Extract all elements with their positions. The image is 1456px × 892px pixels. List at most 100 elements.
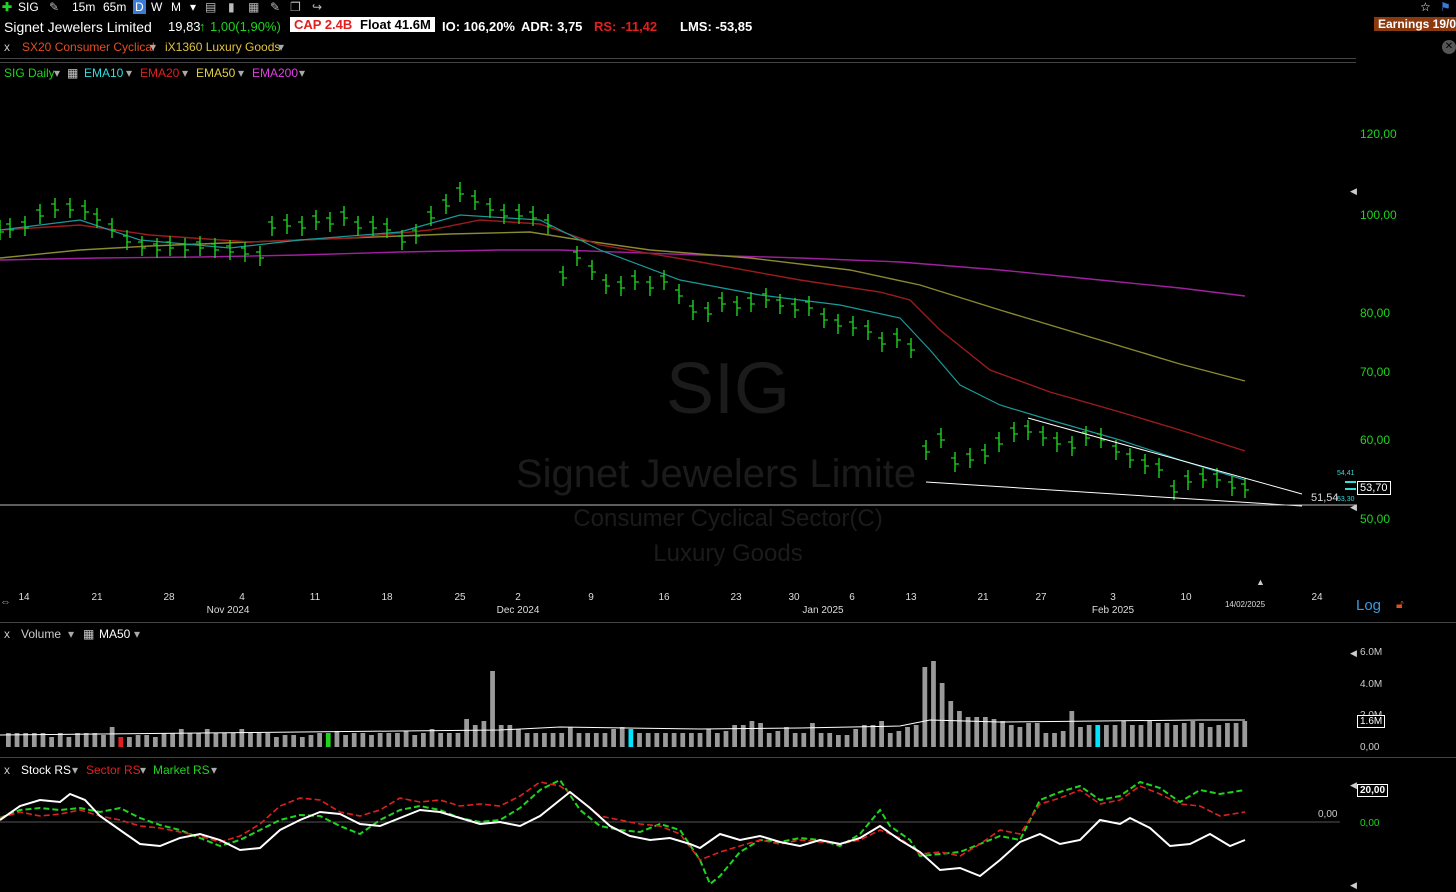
ema20-line <box>0 219 1246 452</box>
volume-bar <box>913 725 919 747</box>
lms-value: LMS: -53,85 <box>680 19 753 34</box>
symbol-label[interactable]: SIG <box>18 0 39 14</box>
volume-label[interactable]: Volume <box>21 627 62 641</box>
close-icon[interactable]: x <box>4 40 10 54</box>
indicator-row: SIG Daily ▾ ▦ EMA10 ▾ EMA20 ▾ EMA50 ▾ EM… <box>0 66 320 82</box>
volume-bar <box>1207 727 1213 747</box>
tf-daily-button[interactable]: D <box>133 0 146 14</box>
chevron-down-icon[interactable]: ▾ <box>182 66 189 80</box>
date-tick: 16 <box>658 592 670 603</box>
ema20-label[interactable]: EMA20 <box>140 66 180 80</box>
chevron-down-icon[interactable]: ▾ <box>54 66 61 80</box>
current-date: 14/02/2025 <box>1224 600 1266 609</box>
rs-zero-green: 0,00 <box>1360 818 1380 829</box>
tf-monthly-button[interactable]: M <box>171 0 181 14</box>
date-tick: 13 <box>905 592 917 603</box>
ma50-label[interactable]: MA50 <box>99 627 131 641</box>
chevron-down-icon[interactable]: ▾ <box>68 627 75 641</box>
volume-bar <box>1121 721 1127 747</box>
stock-rs-label[interactable]: Stock RS <box>21 763 72 777</box>
layout-icon[interactable]: ❐ <box>290 0 301 14</box>
collapse-icon[interactable]: ✕ <box>1442 40 1456 54</box>
volume-bar <box>1164 723 1170 747</box>
volume-bar <box>844 735 850 747</box>
date-tick: 10 <box>1180 592 1192 603</box>
chevron-down-icon[interactable]: ▾ <box>299 66 306 80</box>
close-icon[interactable]: x <box>4 763 10 777</box>
tf-weekly-button[interactable]: W <box>151 0 163 14</box>
arrow-left-icon: ◀ <box>1350 186 1357 196</box>
pan-icon[interactable]: ⇔ <box>0 596 11 608</box>
sector-rs-label[interactable]: Sector RS <box>86 763 141 777</box>
chevron-down-icon[interactable]: ▾ <box>72 763 79 777</box>
tf-65m-button[interactable]: 65m <box>103 0 127 14</box>
volume-bar <box>680 733 686 747</box>
grid-icon[interactable]: ▦ <box>248 0 260 14</box>
chevron-down-icon[interactable]: ▾ <box>150 40 157 54</box>
earnings-badge[interactable]: Earnings 19/0 <box>1374 17 1456 31</box>
volume-bar <box>40 733 46 747</box>
volume-bar <box>386 733 392 747</box>
add-icon[interactable]: ✚ <box>2 0 13 14</box>
volume-bar <box>464 719 469 747</box>
price-chart[interactable] <box>0 80 1356 590</box>
grid-icon[interactable]: ▦ <box>83 627 95 641</box>
volume-chart[interactable] <box>0 640 1356 750</box>
main-series-label[interactable]: SIG Daily <box>4 66 55 80</box>
volume-bar <box>663 733 668 747</box>
price-bars <box>0 182 1249 500</box>
flag-icon[interactable]: ⚑ <box>1440 0 1451 14</box>
ema50-label[interactable]: EMA50 <box>196 66 236 80</box>
market-rs-label[interactable]: Market RS <box>153 763 210 777</box>
volume-bar <box>282 735 288 747</box>
month-tick: Nov 2024 <box>206 605 250 616</box>
ema200-label[interactable]: EMA200 <box>252 66 299 80</box>
chevron-down-icon[interactable]: ▾ <box>126 66 133 80</box>
volume-bar <box>438 733 444 747</box>
volume-bar <box>1181 723 1187 747</box>
volume-bar <box>689 733 694 747</box>
volume-bar <box>931 661 936 747</box>
date-tick: 28 <box>163 592 175 603</box>
chevron-down-icon[interactable]: ▾ <box>134 627 141 641</box>
date-tick: 23 <box>730 592 742 603</box>
volume-header: x Volume ▾ ▦ MA50 ▾ <box>0 627 160 643</box>
volume-bar <box>178 729 184 747</box>
industry-link[interactable]: iX1360 Luxury Goods <box>165 40 281 54</box>
volume-bar <box>1147 721 1153 747</box>
volume-bar <box>248 733 253 747</box>
volume-bar <box>697 733 703 747</box>
grid-icon[interactable]: ▦ <box>67 66 79 80</box>
date-tick: 21 <box>977 592 989 603</box>
chart-type-icon[interactable]: ▮ <box>228 0 235 14</box>
volume-bar <box>1060 731 1066 747</box>
chevron-down-icon[interactable]: ▾ <box>190 0 197 14</box>
chevron-down-icon[interactable]: ▾ <box>211 763 218 777</box>
volume-bar <box>576 733 582 747</box>
volume-bar <box>274 737 279 747</box>
date-tick: 6 <box>849 592 855 603</box>
close-icon[interactable]: x <box>4 627 10 641</box>
chevron-down-icon[interactable]: ▾ <box>140 763 147 777</box>
bar-type-icon[interactable]: ▤ <box>205 0 217 14</box>
rs-chart[interactable] <box>0 760 1356 892</box>
volume-bar <box>317 733 323 747</box>
volume-bar <box>144 735 150 747</box>
log-scale-toggle[interactable]: Log <box>1356 597 1382 614</box>
sector-rs-line <box>0 781 1246 861</box>
sector-link[interactable]: SX20 Consumer Cyclical <box>22 40 155 54</box>
share-icon[interactable]: ↪ <box>312 0 323 14</box>
draw-icon[interactable]: ✎ <box>270 0 281 14</box>
arrow-left-icon: ◀ <box>1350 880 1357 890</box>
lock-icon[interactable]: 🔓︎ <box>1396 597 1404 611</box>
chevron-down-icon[interactable]: ▾ <box>278 40 285 54</box>
chevron-down-icon[interactable]: ▾ <box>238 66 245 80</box>
ema10-label[interactable]: EMA10 <box>84 66 124 80</box>
star-icon[interactable]: ☆ <box>1420 0 1431 14</box>
tf-15m-button[interactable]: 15m <box>72 0 96 14</box>
volume-tick: 4.0M <box>1360 679 1383 690</box>
edit-icon[interactable]: ✎ <box>49 0 60 14</box>
volume-bar <box>645 733 651 747</box>
price-tick: 120,00 <box>1360 127 1397 141</box>
wedge-upper-line <box>1027 417 1303 495</box>
